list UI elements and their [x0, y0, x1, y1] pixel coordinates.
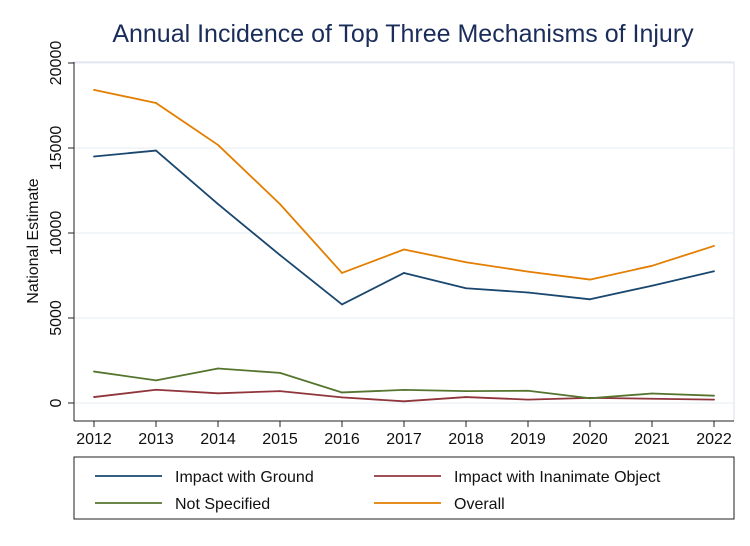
data-point-not-specified — [651, 392, 653, 395]
x-tick-label: 2014 — [200, 431, 236, 448]
data-point-not-specified — [713, 394, 715, 397]
data-point-impact-with-inanimate-object — [217, 392, 219, 395]
data-point-overall — [465, 261, 467, 264]
y-tick-label: 15000 — [48, 126, 65, 171]
y-axis-ticks: 0 5000 10000 15000 20000 — [48, 41, 74, 407]
x-tick-label: 2016 — [324, 431, 360, 448]
data-point-impact-with-inanimate-object — [651, 397, 653, 400]
x-tick-label: 2013 — [138, 431, 174, 448]
data-point-overall — [279, 203, 281, 206]
data-point-not-specified — [403, 389, 405, 391]
data-point-impact-with-inanimate-object — [279, 390, 281, 392]
data-point-not-specified — [465, 390, 467, 392]
data-point-overall — [93, 88, 95, 91]
data-point-impact-with-inanimate-object — [527, 398, 529, 401]
data-point-overall — [651, 264, 653, 267]
data-point-impact-with-ground — [279, 254, 281, 256]
data-point-not-specified — [217, 367, 219, 370]
data-point-not-specified — [341, 391, 343, 394]
data-point-overall — [527, 270, 529, 273]
plot-area — [73, 61, 735, 422]
y-tick-label: 5000 — [48, 300, 65, 336]
x-tick-label: 2018 — [448, 431, 484, 448]
legend-label-impact-with-ground: Impact with Ground — [175, 469, 314, 486]
legend-label-not-specified: Not Specified — [175, 496, 270, 513]
x-tick-label: 2021 — [634, 431, 670, 448]
legend: Impact with Ground Impact with Inanimate … — [95, 469, 661, 513]
legend-label-impact-with-inanimate-object: Impact with Inanimate Object — [454, 469, 661, 486]
x-tick-label: 2022 — [696, 431, 732, 448]
x-tick-label: 2017 — [386, 431, 422, 448]
data-point-not-specified — [279, 372, 281, 374]
data-point-impact-with-ground — [341, 303, 343, 306]
data-point-impact-with-inanimate-object — [465, 396, 467, 398]
data-point-impact-with-ground — [527, 291, 529, 294]
data-point-impact-with-ground — [465, 287, 467, 290]
x-tick-label: 2020 — [572, 431, 608, 448]
data-point-overall — [217, 144, 219, 146]
data-point-impact-with-inanimate-object — [403, 400, 405, 403]
data-point-overall — [403, 248, 405, 251]
chart-title: Annual Incidence of Top Three Mechanisms… — [112, 20, 694, 48]
data-point-impact-with-ground — [217, 203, 219, 206]
data-point-impact-with-inanimate-object — [93, 396, 95, 398]
legend-box — [73, 456, 735, 520]
x-tick-label: 2019 — [510, 431, 546, 448]
y-tick-label: 20000 — [48, 41, 65, 86]
data-point-impact-with-ground — [713, 270, 715, 273]
legend-label-overall: Overall — [454, 496, 505, 513]
y-tick-label: 0 — [48, 398, 65, 407]
series-lines — [93, 88, 715, 403]
data-point-impact-with-inanimate-object — [713, 398, 715, 401]
data-point-impact-with-inanimate-object — [155, 388, 157, 391]
data-point-not-specified — [527, 389, 529, 392]
data-point-overall — [589, 278, 591, 281]
data-point-overall — [341, 272, 343, 274]
data-point-impact-with-ground — [155, 149, 157, 152]
data-point-impact-with-ground — [589, 298, 591, 301]
data-point-not-specified — [589, 397, 591, 400]
data-point-not-specified — [93, 370, 95, 373]
data-point-overall — [713, 245, 715, 247]
data-point-impact-with-ground — [93, 155, 95, 158]
data-point-overall — [155, 102, 157, 104]
gridlines — [74, 62, 734, 404]
data-point-not-specified — [155, 379, 157, 382]
data-point-impact-with-inanimate-object — [341, 396, 343, 399]
y-tick-label: 10000 — [48, 211, 65, 256]
x-axis-ticks: 2012 2013 2014 2015 2016 2017 2018 2019 2020 2021… — [76, 421, 732, 448]
x-tick-label: 2012 — [76, 431, 112, 448]
data-point-impact-with-ground — [403, 272, 405, 274]
x-tick-label: 2015 — [262, 431, 298, 448]
data-point-impact-with-ground — [651, 284, 653, 287]
y-axis-label: National Estimate — [25, 178, 42, 303]
